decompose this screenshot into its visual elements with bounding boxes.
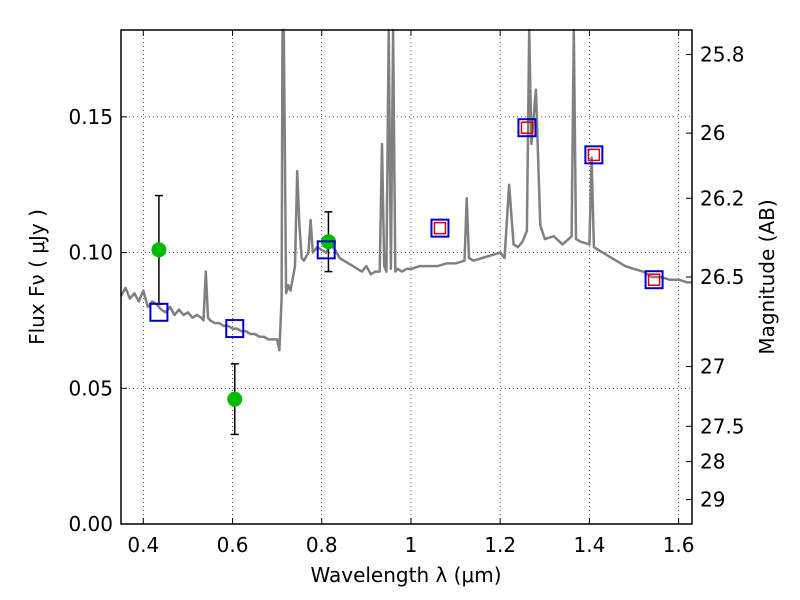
axis-ticks: 0.4 0.6 0.8 1 1.2 1.4 1.6 0.00 0.05 0.10 0.15 25.8 2… — [68, 30, 745, 557]
x-tick-label: 0.4 — [127, 533, 159, 557]
model-square — [584, 145, 604, 165]
y-axis-right-label: Magnitude (AB) — [755, 199, 779, 354]
right-tick-label: 26.5 — [700, 265, 745, 289]
model-square — [149, 302, 169, 322]
photometry-point — [227, 391, 243, 407]
model-square-inner — [520, 121, 534, 134]
spectrum-line — [119, 28, 692, 352]
x-axis-label: Wavelength λ (μm) — [310, 563, 501, 587]
model-square — [316, 240, 336, 260]
right-tick-label: 25.8 — [700, 42, 745, 66]
right-tick-label: 27.5 — [700, 414, 745, 438]
y-tick-label: 0.00 — [68, 512, 113, 536]
x-tick-label: 0.8 — [306, 533, 338, 557]
x-tick-label: 1 — [405, 533, 418, 557]
model-square-inner — [587, 148, 601, 162]
right-tick-label: 27 — [700, 355, 725, 379]
y-axis-label: Flux Fν ( μJy ) — [25, 209, 49, 345]
right-tick-label: 29 — [700, 488, 725, 512]
right-tick-label: 26 — [700, 121, 725, 145]
x-tick-label: 0.6 — [217, 533, 249, 557]
model-square — [644, 270, 664, 290]
right-tick-label: 26.2 — [700, 186, 745, 210]
model-square-inner — [433, 221, 447, 235]
spectrum-polyline — [119, 28, 692, 352]
model-square — [517, 118, 537, 138]
data-markers — [149, 118, 664, 436]
y-tick-label: 0.05 — [68, 376, 113, 400]
model-square — [225, 319, 245, 339]
y-tick-label: 0.10 — [68, 241, 113, 265]
x-tick-label: 1.6 — [663, 533, 695, 557]
right-tick-label: 28 — [700, 450, 725, 474]
x-tick-label: 1.4 — [573, 533, 605, 557]
y-tick-label: 0.15 — [68, 105, 113, 129]
photometry-point — [151, 242, 167, 258]
model-square — [430, 218, 450, 238]
x-tick-label: 1.2 — [484, 533, 516, 557]
model-square-inner — [647, 273, 661, 286]
